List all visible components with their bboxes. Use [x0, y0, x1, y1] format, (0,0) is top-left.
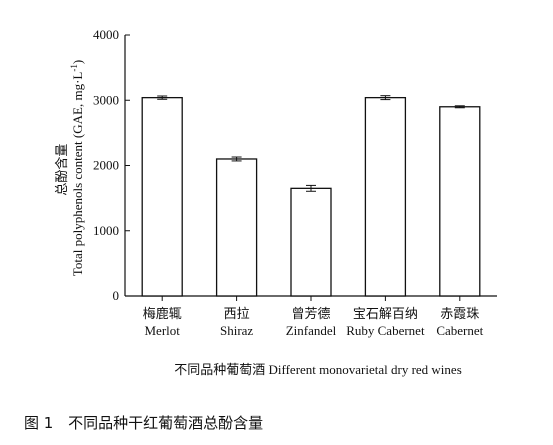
bar	[215, 158, 258, 297]
x-tick-label-cn: 曾芳德	[291, 306, 330, 321]
bar	[364, 96, 407, 297]
x-tick-label-en: Ruby Cabernet	[346, 323, 425, 338]
y-axis-label: 总酚含量 Total polyphenols content (GAE, mg·…	[54, 60, 85, 276]
x-tick-label-en: Merlot	[145, 323, 181, 338]
x-tick-label-cn: 梅鹿辄	[143, 306, 182, 321]
figure-number: 图 1	[24, 414, 53, 432]
chart-bars	[141, 95, 481, 297]
x-tick-label-cn: 西拉	[224, 306, 250, 321]
x-tick-label-en: Shiraz	[220, 323, 253, 338]
x-tick-label-en: Zinfandel	[286, 323, 337, 338]
x-axis-label: 不同品种葡萄酒 Different monovarietal dry red w…	[174, 362, 462, 377]
y-tick-label: 3000	[93, 92, 119, 107]
x-tick-label-cn: 宝石解百纳	[353, 306, 418, 321]
x-tick-label-cn: 赤霞珠	[440, 306, 479, 321]
y-axis-label-en: Total polyphenols content (GAE, mg·L	[70, 72, 85, 277]
y-tick-label: 0	[113, 288, 120, 303]
bar	[290, 187, 332, 297]
figure-title: 不同品种干红葡萄酒总酚含量	[68, 414, 263, 432]
y-axis-label-sup: -1	[69, 64, 79, 72]
chart-axes: 0 1000 2000 3000 4000	[93, 27, 497, 303]
x-tick-labels: 梅鹿辄 Merlot 西拉 Shiraz 曾芳德 Zinfandel 宝石解百纳 Ruby C…	[143, 306, 484, 338]
y-axis-label-end: )	[70, 60, 85, 64]
bar	[439, 106, 481, 297]
y-tick-label: 1000	[93, 223, 119, 238]
y-tick-label: 4000	[93, 27, 119, 42]
x-tick-label-en: Cabernet	[436, 323, 483, 338]
bar	[141, 96, 183, 297]
svg-text:总酚含量 Total polyphenols c: 总酚含量 Total polyphenols content (GAE, mg·…	[54, 60, 85, 276]
figure-caption: 图 1 不同品种干红葡萄酒总酚含量	[24, 414, 263, 432]
y-tick-label: 2000	[93, 158, 119, 173]
y-axis-label-cn: 总酚含量	[54, 144, 69, 196]
